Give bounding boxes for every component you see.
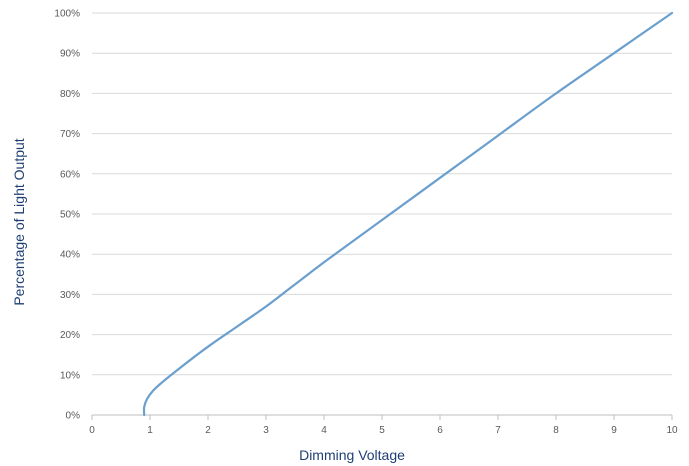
series-layer: [142, 11, 674, 417]
x-tick-label: 7: [495, 425, 501, 436]
x-tick-label: 1: [147, 425, 153, 436]
x-tick-label: 6: [437, 425, 443, 436]
y-tick-label: 30%: [60, 290, 80, 301]
y-tick-label: 80%: [60, 89, 80, 100]
axes: [91, 414, 673, 420]
x-tick-label: 4: [321, 425, 327, 436]
y-tick-label: 10%: [60, 370, 80, 381]
x-tick-labels: 0 1 2 3 4 5 6 7 8 9 10: [89, 425, 678, 436]
x-tick-label: 8: [553, 425, 559, 436]
gridlines: [92, 12, 672, 376]
x-tick-label: 0: [89, 425, 95, 436]
y-tick-label: 90%: [60, 49, 80, 60]
y-tick-label: 20%: [60, 330, 80, 341]
y-tick-label: 50%: [60, 210, 80, 221]
x-tick-label: 2: [205, 425, 211, 436]
x-tick-label: 3: [263, 425, 269, 436]
series-line-0: [142, 11, 674, 417]
x-axis-title: Dimming Voltage: [299, 447, 405, 463]
y-tick-labels: 0% 10% 20% 30% 40% 50% 60% 70% 80% 90% 100%: [54, 9, 80, 422]
y-tick-label: 100%: [54, 9, 80, 20]
y-tick-label: 0%: [66, 411, 81, 422]
y-axis-title: Percentage of Light Output: [11, 138, 27, 305]
x-tick-label: 5: [379, 425, 385, 436]
y-tick-label: 60%: [60, 169, 80, 180]
x-tick-label: 9: [611, 425, 617, 436]
x-tick-label: 10: [666, 425, 678, 436]
y-tick-label: 70%: [60, 129, 80, 140]
y-tick-label: 40%: [60, 250, 80, 261]
